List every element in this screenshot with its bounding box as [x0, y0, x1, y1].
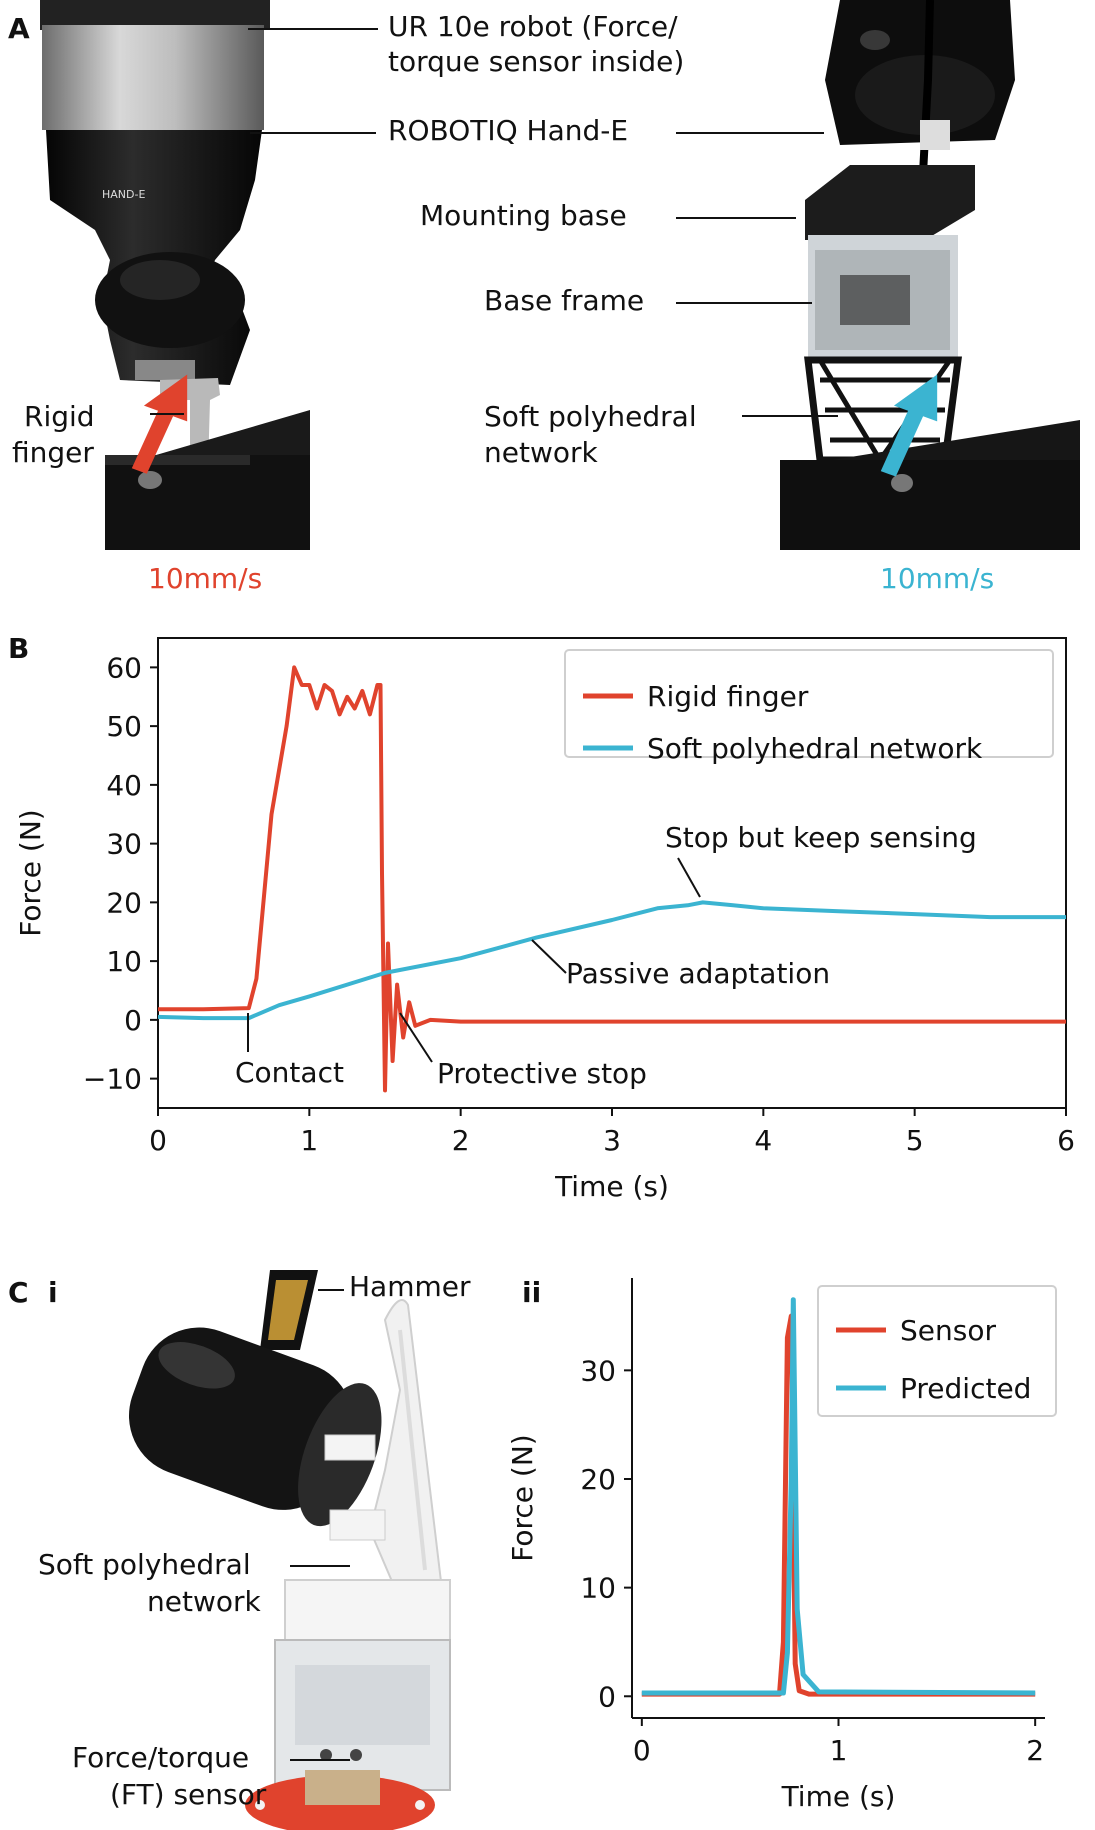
- x-axis-label: Time (s): [554, 1170, 669, 1203]
- x-tick-label: 4: [754, 1124, 772, 1157]
- panel-c-sub-i: i: [48, 1276, 58, 1309]
- y-axis-label: Force (N): [506, 1434, 539, 1561]
- speed-right-label: 10mm/s: [880, 562, 995, 595]
- mounting-base-label: Mounting base: [420, 199, 627, 232]
- rigid-finger-photo: HAND-E: [40, 0, 310, 550]
- rigid-finger-leader: [150, 413, 184, 415]
- mounting-base-leader: [676, 217, 796, 219]
- series-line-1: [641, 1297, 1036, 1696]
- x-tick-label: 2: [1026, 1734, 1044, 1767]
- panel-c-letter: C: [8, 1276, 29, 1309]
- ur10e-label-line2: torque sensor inside): [388, 45, 685, 78]
- speed-left-label: 10mm/s: [148, 562, 263, 595]
- ft-sensor-label-line2: (FT) sensor: [110, 1778, 267, 1811]
- legend-label: Rigid finger: [647, 680, 809, 713]
- series-line-1: [157, 900, 1066, 1021]
- soft-network-c-label-line1: Soft polyhedral: [38, 1548, 251, 1581]
- y-tick-label: 20: [106, 886, 142, 919]
- annotation-stop-keep-sensing: Stop but keep sensing: [665, 821, 977, 854]
- x-tick-label: 5: [906, 1124, 924, 1157]
- legend-box: [817, 1285, 1057, 1417]
- y-tick-label: 20: [580, 1463, 616, 1496]
- soft-network-label-line2: network: [484, 436, 598, 469]
- soft-network-c-leader: [290, 1565, 350, 1567]
- rigid-finger-label-line2: finger: [12, 436, 94, 469]
- hammer-label: Hammer: [349, 1270, 471, 1303]
- y-tick-label: 50: [106, 710, 142, 743]
- x-tick-label: 2: [452, 1124, 470, 1157]
- y-tick-label: 40: [106, 769, 142, 802]
- robotiq-leader-left: [250, 132, 376, 134]
- legend-box: [564, 649, 1054, 758]
- x-tick-label: 3: [603, 1124, 621, 1157]
- ur10e-leader: [248, 28, 378, 30]
- ft-sensor-label-line1: Force/torque: [72, 1741, 250, 1774]
- y-tick-label: 30: [580, 1354, 616, 1387]
- panel-c-sub-ii: ii: [522, 1276, 542, 1309]
- annotation-passive-adaptation: Passive adaptation: [566, 957, 831, 990]
- annotation-protective-stop: Protective stop: [437, 1057, 647, 1090]
- x-tick-label: 1: [300, 1124, 318, 1157]
- y-tick-label: 0: [124, 1004, 142, 1037]
- soft-network-c-label-line2: network: [147, 1585, 261, 1618]
- y-tick-label: 10: [580, 1572, 616, 1605]
- robotiq-leader-right: [676, 132, 824, 134]
- svg-text:HAND-E: HAND-E: [102, 188, 145, 201]
- ft-sensor-leader: [290, 1759, 350, 1761]
- x-tick-label: 0: [633, 1734, 651, 1767]
- y-tick-label: −10: [83, 1063, 142, 1096]
- base-frame-leader: [676, 302, 812, 304]
- series-line-0: [158, 665, 1066, 1093]
- base-frame-label: Base frame: [484, 284, 645, 317]
- x-axis-label: Time (s): [781, 1780, 896, 1813]
- legend-label: Predicted: [900, 1372, 1031, 1405]
- soft-network-label-line1: Soft polyhedral: [484, 400, 697, 433]
- ur10e-label-line1: UR 10e robot (Force/: [388, 10, 678, 43]
- hammer-test-photo: [128, 1270, 451, 1830]
- y-tick-label: 30: [106, 828, 142, 861]
- rigid-finger-label-line1: Rigid: [24, 400, 95, 433]
- x-tick-label: 0: [149, 1124, 167, 1157]
- soft-network-leader: [742, 415, 838, 417]
- hammer-leader: [318, 1289, 344, 1291]
- y-axis-label: Force (N): [14, 809, 47, 936]
- annotation-contact: Contact: [235, 1056, 344, 1089]
- legend-label: Sensor: [900, 1314, 996, 1347]
- legend-label: Soft polyhedral network: [647, 732, 983, 765]
- panel-a-letter: A: [8, 12, 30, 45]
- y-tick-label: 60: [106, 651, 142, 684]
- soft-network-photo: [780, 0, 1080, 550]
- robotiq-label: ROBOTIQ Hand-E: [388, 114, 629, 147]
- x-tick-label: 6: [1057, 1124, 1075, 1157]
- y-tick-label: 10: [106, 945, 142, 978]
- panel-b-letter: B: [8, 632, 30, 665]
- y-tick-label: 0: [598, 1680, 616, 1713]
- x-tick-label: 1: [830, 1734, 848, 1767]
